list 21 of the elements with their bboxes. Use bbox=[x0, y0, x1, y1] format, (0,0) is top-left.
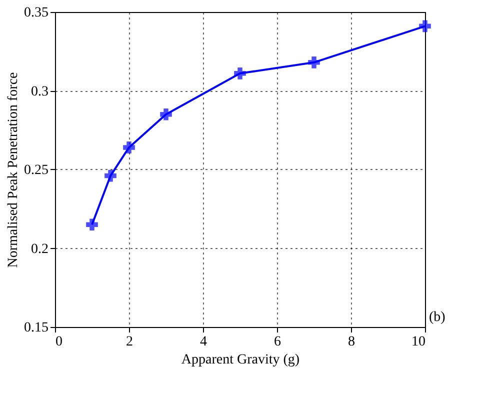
x-tick-label: 4 bbox=[200, 334, 207, 350]
x-tick-label: 0 bbox=[56, 334, 62, 350]
x-tick-label: 8 bbox=[348, 334, 355, 350]
point bbox=[234, 68, 246, 80]
point bbox=[86, 218, 98, 231]
y-axis-title: Normalised Peak Penetration force bbox=[6, 72, 21, 268]
point bbox=[419, 20, 431, 32]
x-tick-label: 2 bbox=[126, 334, 133, 350]
y-tick-label: 0.2 bbox=[31, 242, 48, 257]
point bbox=[123, 142, 135, 154]
point bbox=[160, 108, 172, 120]
point bbox=[308, 56, 320, 68]
y-tick-label: 0.15 bbox=[24, 320, 48, 336]
point bbox=[104, 170, 116, 182]
text: (b) bbox=[429, 310, 446, 325]
x-axis-title: Apparent Gravity (g) bbox=[181, 352, 300, 368]
x-tick-label: 10 bbox=[412, 334, 426, 350]
y-tick-label: 0.35 bbox=[24, 6, 48, 20]
y-tick-label: 0.25 bbox=[24, 163, 48, 178]
x-tick-label: 6 bbox=[274, 334, 281, 350]
y-tick-label: 0.3 bbox=[31, 84, 48, 100]
